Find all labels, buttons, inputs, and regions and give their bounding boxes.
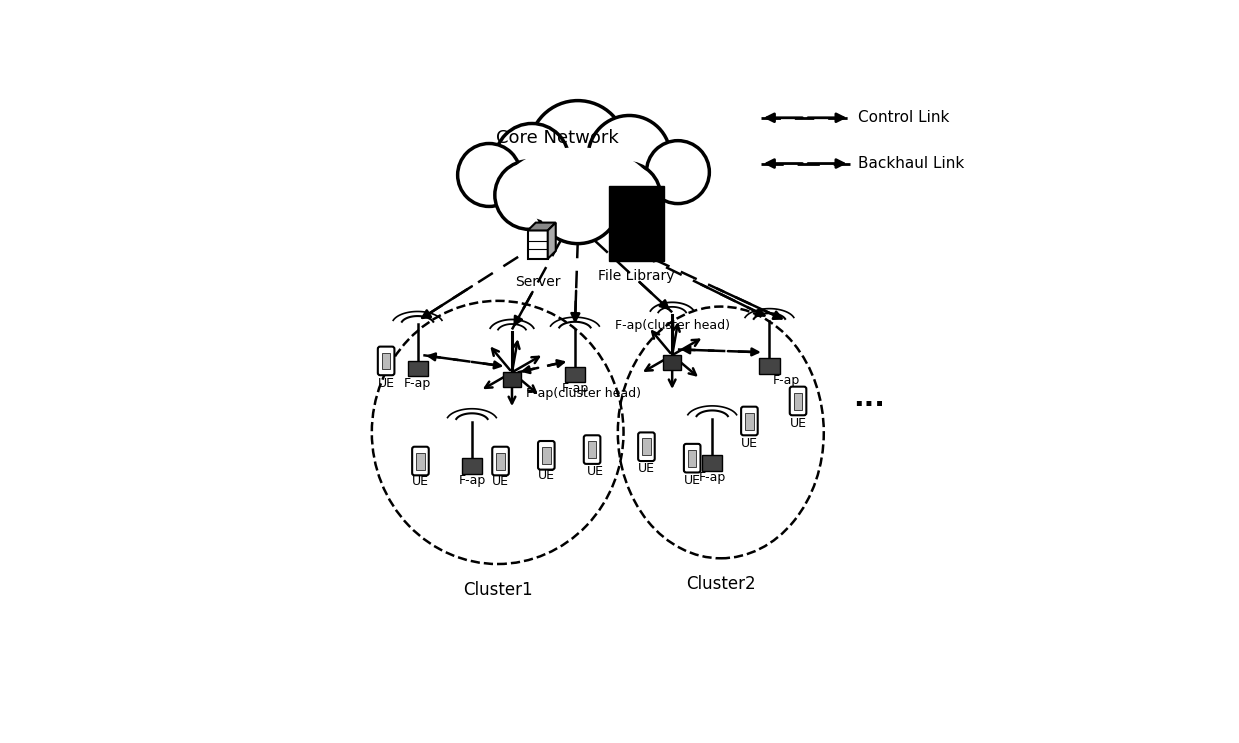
Text: ...: ...: [854, 384, 886, 412]
FancyBboxPatch shape: [638, 432, 654, 461]
Text: F-ap(cluster head): F-ap(cluster head): [527, 386, 642, 400]
Text: UE: UE: [538, 470, 555, 482]
Polygon shape: [528, 223, 556, 230]
Bar: [497, 452, 504, 470]
Circle shape: [529, 100, 627, 198]
Text: F-ap: F-ap: [699, 471, 726, 484]
Circle shape: [494, 123, 569, 198]
Text: Server: Server: [515, 275, 560, 289]
FancyBboxPatch shape: [378, 346, 394, 375]
FancyBboxPatch shape: [584, 435, 601, 464]
FancyBboxPatch shape: [684, 444, 700, 473]
Bar: [382, 353, 390, 369]
Text: Cluster2: Cluster2: [686, 575, 756, 594]
Bar: [688, 450, 696, 467]
Text: UE: UE: [378, 377, 394, 389]
Text: UE: UE: [492, 475, 509, 488]
Text: Core Network: Core Network: [497, 129, 620, 147]
Circle shape: [589, 115, 670, 198]
Bar: [587, 441, 596, 458]
Text: UE: UE: [684, 474, 701, 487]
Bar: [703, 455, 722, 471]
Text: F-ap: F-ap: [561, 383, 589, 395]
Text: UE: UE: [789, 417, 807, 429]
FancyBboxPatch shape: [492, 447, 509, 476]
Bar: [541, 447, 550, 464]
Text: F-ap(cluster head): F-ap(cluster head): [615, 319, 730, 332]
Circle shape: [494, 160, 564, 230]
Text: Control Link: Control Link: [859, 110, 949, 126]
Circle shape: [647, 140, 710, 204]
Text: F-ap: F-ap: [404, 377, 431, 389]
Bar: [462, 458, 482, 474]
Bar: [794, 393, 803, 409]
Polygon shape: [548, 223, 556, 259]
Bar: [610, 186, 664, 261]
Bar: [565, 366, 585, 382]
Text: UE: UE: [638, 462, 655, 476]
Text: UE: UE: [411, 475, 429, 488]
Bar: [663, 355, 681, 370]
Text: Cluster1: Cluster1: [463, 581, 533, 599]
Bar: [745, 413, 753, 429]
FancyBboxPatch shape: [538, 441, 555, 470]
Text: UE: UE: [741, 437, 758, 450]
Text: F-ap: F-ap: [772, 374, 799, 387]
Ellipse shape: [504, 147, 650, 225]
FancyBboxPatch shape: [413, 447, 429, 476]
FancyBboxPatch shape: [741, 406, 758, 435]
FancyBboxPatch shape: [789, 386, 807, 415]
Circle shape: [535, 158, 621, 244]
Text: File Library: File Library: [598, 270, 675, 283]
Text: F-ap: F-ap: [458, 474, 486, 487]
Bar: [503, 372, 522, 387]
Text: Backhaul Link: Backhaul Link: [859, 156, 964, 171]
Circle shape: [457, 143, 520, 207]
FancyBboxPatch shape: [528, 230, 548, 259]
Circle shape: [592, 163, 660, 231]
Text: UE: UE: [586, 465, 603, 478]
Bar: [416, 452, 425, 470]
Bar: [760, 358, 779, 374]
Bar: [642, 438, 650, 455]
Bar: [408, 361, 427, 377]
